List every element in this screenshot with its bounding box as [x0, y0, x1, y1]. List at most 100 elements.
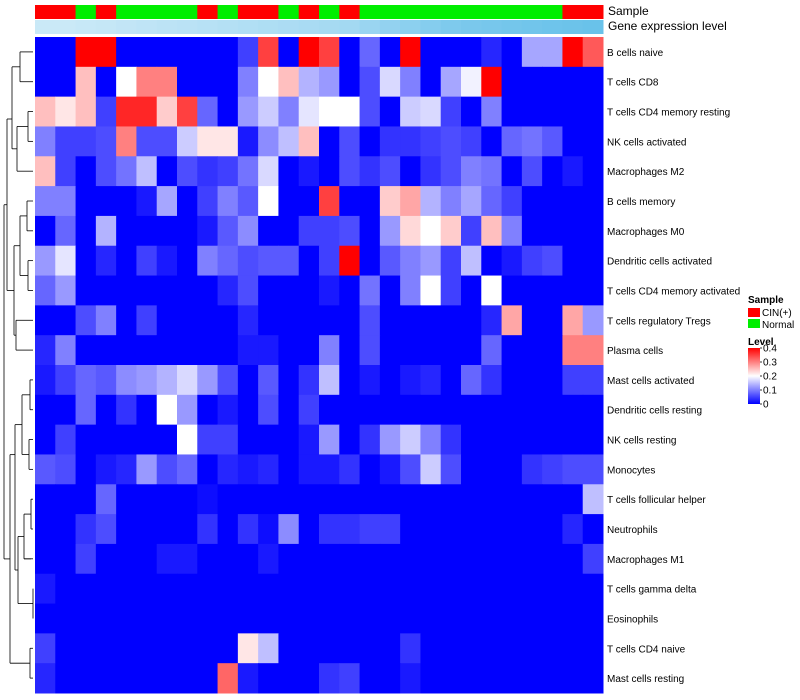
legend-tick-label: 0.1 [763, 386, 777, 397]
heatmap-cell [95, 663, 117, 694]
heatmap-cell [116, 305, 137, 336]
heatmap-cell [501, 126, 523, 157]
heatmap-cell [481, 126, 503, 157]
heatmap-cell [481, 66, 503, 98]
sample-cell [35, 5, 56, 19]
heatmap-cell [278, 484, 300, 515]
heatmap-cell [217, 186, 239, 217]
heatmap-cell [501, 66, 523, 98]
heatmap-cell [75, 454, 97, 485]
heatmap-cell [95, 126, 117, 157]
heatmap-cell [35, 215, 56, 247]
heatmap-cell [116, 454, 137, 485]
heatmap-cell [521, 394, 543, 426]
legend-tick-label: 0.2 [763, 372, 777, 383]
heatmap-cell [258, 126, 279, 157]
heatmap-cell [481, 543, 503, 575]
heatmap-cell [258, 663, 279, 694]
sample-cell [95, 5, 117, 19]
heatmap-cell [75, 126, 97, 157]
heatmap-cell [278, 215, 300, 247]
heatmap-cell [177, 96, 198, 127]
heatmap-cell [582, 603, 604, 634]
heatmap-cell [197, 633, 219, 664]
heatmap-cell [562, 365, 584, 396]
heatmap-cell [319, 365, 340, 396]
heatmap-cell [521, 454, 543, 485]
sample-cell [136, 5, 158, 19]
heatmap-cell [501, 573, 523, 605]
heatmap-cell [481, 275, 503, 306]
heatmap-cell [521, 663, 543, 694]
heatmap-cell [177, 275, 198, 306]
heatmap-cell [95, 603, 117, 634]
heatmap-cell [177, 335, 198, 366]
heatmap-cell [35, 275, 56, 306]
heatmap-cell [359, 335, 381, 366]
heatmap-cell [298, 335, 320, 366]
heatmap-cell [319, 245, 340, 277]
heatmap-cell [542, 186, 563, 217]
heatmap-cell [278, 424, 300, 455]
heatmap-cell [461, 454, 482, 485]
heatmap-cell [258, 245, 279, 277]
sample-cell [237, 5, 259, 19]
heatmap-cell [55, 394, 77, 426]
gene-level-cell [359, 20, 381, 34]
heatmap-cell [582, 275, 604, 306]
heatmap-cell [258, 215, 279, 247]
heatmap-cell [420, 543, 442, 575]
heatmap-cell [582, 186, 604, 217]
heatmap-cell [562, 394, 584, 426]
heatmap-cell [400, 573, 421, 605]
heatmap-cell [156, 305, 178, 336]
heatmap-cell [217, 633, 239, 664]
heatmap-cell [339, 186, 361, 217]
heatmap-cell [156, 603, 178, 634]
heatmap-cell [440, 543, 462, 575]
heatmap-cell [440, 37, 462, 68]
gene-level-cell [237, 20, 259, 34]
heatmap-cell [359, 186, 381, 217]
legend: Sample CIN(+) Normal Level 0.4 0.3 0.2 0.1 0 [748, 295, 794, 411]
heatmap-cell [420, 96, 442, 127]
sample-annotation-label: Sample [608, 4, 649, 18]
heatmap-cell [55, 663, 77, 694]
heatmap-cell [237, 394, 259, 426]
heatmap-cell [55, 186, 77, 217]
heatmap-cell [562, 603, 584, 634]
heatmap-cell [339, 484, 361, 515]
heatmap-cell [116, 514, 137, 545]
heatmap-cell [237, 156, 259, 187]
heatmap-cell [116, 484, 137, 515]
heatmap-cell [217, 514, 239, 545]
heatmap-cell [35, 37, 56, 68]
gene-level-cell [582, 20, 604, 34]
row-label: T cells follicular helper [607, 495, 706, 506]
heatmap-cell [95, 96, 117, 127]
gene-level-cell [501, 20, 523, 34]
heatmap-cell [319, 573, 340, 605]
heatmap-cell [197, 96, 219, 127]
heatmap-cell [197, 454, 219, 485]
heatmap-cell [55, 573, 77, 605]
heatmap-cell [542, 573, 563, 605]
sample-cell [521, 5, 543, 19]
heatmap-cell [278, 603, 300, 634]
heatmap-cell [359, 663, 381, 694]
heatmap-cell [542, 245, 563, 277]
heatmap-cell [156, 335, 178, 366]
heatmap-cell [237, 603, 259, 634]
heatmap-cell [35, 663, 56, 694]
row-label: Eosinophils [607, 614, 658, 625]
heatmap-cell [95, 573, 117, 605]
heatmap-cell [177, 305, 198, 336]
heatmap-cell [461, 66, 482, 98]
heatmap-cell [136, 394, 158, 426]
heatmap-cell [177, 484, 198, 515]
heatmap-cell [55, 484, 77, 515]
heatmap-cell [319, 275, 340, 306]
heatmap-cell [237, 365, 259, 396]
heatmap-cell [521, 335, 543, 366]
gene-level-cell [177, 20, 198, 34]
